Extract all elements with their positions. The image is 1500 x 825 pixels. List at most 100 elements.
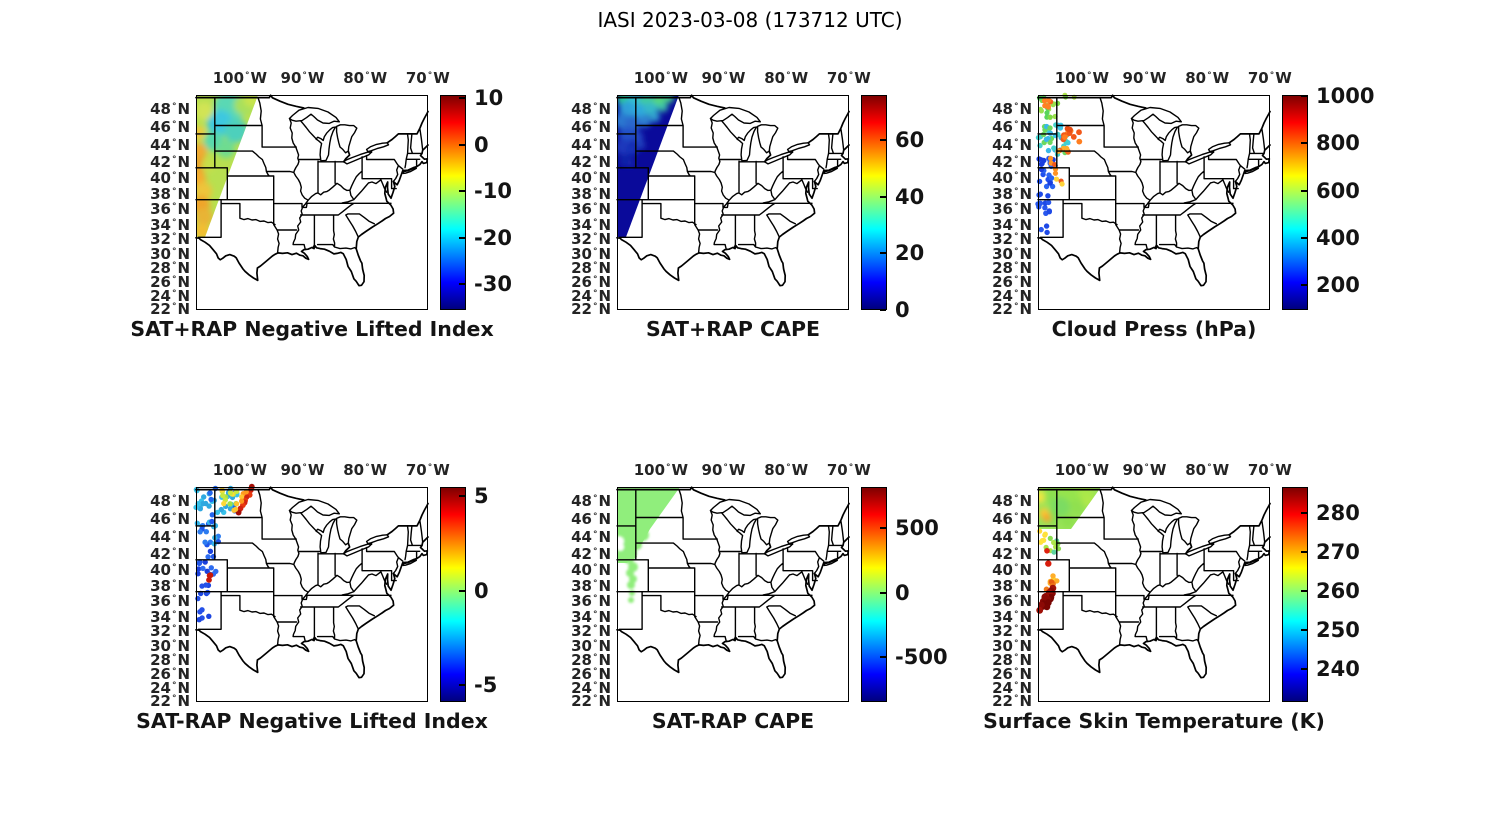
lat-tick-direction: N xyxy=(598,544,611,563)
lon-tick-label: 100°W xyxy=(1055,461,1109,479)
degree-symbol: ° xyxy=(171,638,177,649)
lat-tick-label: 26°N xyxy=(559,664,611,682)
lat-tick-label: 24°N xyxy=(980,678,1032,697)
lat-tick-direction: N xyxy=(1019,258,1032,277)
lat-tick-label: 24°N xyxy=(138,678,190,696)
degree-symbol: ° xyxy=(592,102,598,112)
lat-tick-label: 42°N xyxy=(980,544,1032,562)
lat-tick-label: 40°N xyxy=(980,168,1032,186)
colorbar-tick-mark xyxy=(1301,142,1307,145)
lat-tick-direction: N xyxy=(598,230,611,249)
colorbar xyxy=(440,95,466,310)
degree-symbol: ° xyxy=(1013,120,1019,131)
degree-symbol: ° xyxy=(592,578,598,589)
colorbar-tick-mark xyxy=(459,684,465,687)
lat-tick-label: 28°N xyxy=(138,650,190,669)
degree-symbol: ° xyxy=(592,529,598,540)
lat-tick-direction: N xyxy=(598,510,611,529)
lat-tick-direction: N xyxy=(598,622,611,641)
colorbar-tick-label: -10 xyxy=(474,179,512,204)
lat-tick-direction: N xyxy=(1019,650,1032,669)
lat-tick-direction: N xyxy=(598,169,611,187)
data-swath-texture xyxy=(617,95,674,167)
lon-tick-direction: W xyxy=(433,461,450,479)
lat-tick-direction: N xyxy=(598,527,611,546)
lat-tick-direction: N xyxy=(177,286,190,305)
panel-sat-minus-rap-nli: 100°W 90°W 80°W 70°W 48°N 46°N 44°N 42°N 40°N 38°… xyxy=(136,461,497,733)
lat-tick-direction: N xyxy=(1019,678,1032,697)
panel-title: Cloud Press (hPa) xyxy=(1051,317,1257,341)
lat-tick-direction: N xyxy=(598,607,611,626)
lon-tick-label: 90°W xyxy=(281,461,325,479)
degree-symbol: ° xyxy=(171,546,177,557)
lat-tick-label: 26°N xyxy=(980,272,1032,290)
lat-tick-value: 38 xyxy=(150,184,171,203)
degree-symbol: ° xyxy=(1013,260,1019,271)
degree-symbol: ° xyxy=(171,301,177,312)
axes-frame xyxy=(617,95,849,310)
lon-tick-value: 70 xyxy=(405,461,427,479)
lat-tick-direction: N xyxy=(598,135,611,154)
lon-tick-direction: W xyxy=(1212,461,1230,479)
degree-symbol: ° xyxy=(1013,680,1019,691)
lat-tick-direction: N xyxy=(177,592,190,611)
lat-tick-label: 30°N xyxy=(138,636,190,655)
lat-tick-value: 38 xyxy=(571,576,592,595)
lon-tick-label: 100°W xyxy=(213,69,267,87)
lat-tick-label: 34°N xyxy=(980,607,1032,625)
lat-tick-value: 34 xyxy=(150,607,171,626)
lat-tick-label: 36°N xyxy=(980,591,1032,609)
lat-tick-label: 40°N xyxy=(559,560,611,579)
lat-tick-direction: N xyxy=(598,215,611,234)
lat-tick-direction: N xyxy=(177,258,190,277)
lat-tick-direction: N xyxy=(1019,135,1032,154)
lon-tick-value: 80 xyxy=(1185,69,1207,87)
lat-tick-direction: N xyxy=(598,561,611,579)
colorbar-tick-label: 10 xyxy=(474,86,504,111)
map-cloud-press xyxy=(1035,92,1271,310)
lon-tick-direction: W xyxy=(307,69,325,87)
degree-symbol: ° xyxy=(1013,494,1019,504)
lat-tick-label: 42°N xyxy=(138,152,190,170)
lat-tick-label: 30°N xyxy=(980,244,1032,262)
lat-tick-label: 22°N xyxy=(559,299,611,317)
lat-tick-direction: N xyxy=(177,636,190,655)
map-sat-plus-rap-cape xyxy=(616,94,850,310)
lat-tick-value: 42 xyxy=(992,152,1013,171)
degree-symbol: ° xyxy=(171,680,177,691)
degree-symbol: ° xyxy=(171,274,177,285)
lat-tick-direction: N xyxy=(1019,492,1032,510)
degree-symbol: ° xyxy=(666,463,671,473)
lat-tick-label: 36°N xyxy=(138,591,190,611)
lat-tick-label: 40°N xyxy=(559,168,611,187)
degree-symbol: ° xyxy=(171,512,177,523)
degree-symbol: ° xyxy=(592,274,598,285)
degree-symbol: ° xyxy=(786,71,791,81)
degree-symbol: ° xyxy=(171,217,177,228)
degree-symbol: ° xyxy=(1013,217,1019,228)
lat-tick-label: 44°N xyxy=(138,527,190,545)
degree-symbol: ° xyxy=(1013,666,1019,677)
lat-tick-label: 32°N xyxy=(559,621,611,641)
degree-symbol: ° xyxy=(1207,71,1212,81)
lat-tick-direction: N xyxy=(598,576,611,595)
degree-symbol: ° xyxy=(1013,288,1019,299)
lat-tick-value: 30 xyxy=(571,244,592,263)
lon-tick-label: 80°W xyxy=(1185,69,1229,87)
axes-frame xyxy=(1038,95,1270,310)
degree-symbol: ° xyxy=(1013,609,1019,620)
lat-tick-label: 46°N xyxy=(559,117,611,135)
colorbar-tick-label: 800 xyxy=(1316,131,1360,156)
lat-tick-value: 24 xyxy=(150,286,171,305)
lat-tick-label: 28°N xyxy=(138,258,190,277)
colorbar-tick-label: 200 xyxy=(1316,273,1360,298)
degree-symbol: ° xyxy=(171,529,177,540)
degree-symbol: ° xyxy=(723,71,728,81)
lat-tick-direction: N xyxy=(177,650,190,669)
lat-tick-value: 46 xyxy=(571,510,592,529)
panel-title: SAT-RAP CAPE xyxy=(651,709,815,733)
lat-tick-label: 32°N xyxy=(980,229,1032,247)
colorbar-tick-label: 40 xyxy=(895,184,925,209)
lat-tick-value: 46 xyxy=(992,118,1013,137)
degree-symbol: ° xyxy=(171,202,177,213)
